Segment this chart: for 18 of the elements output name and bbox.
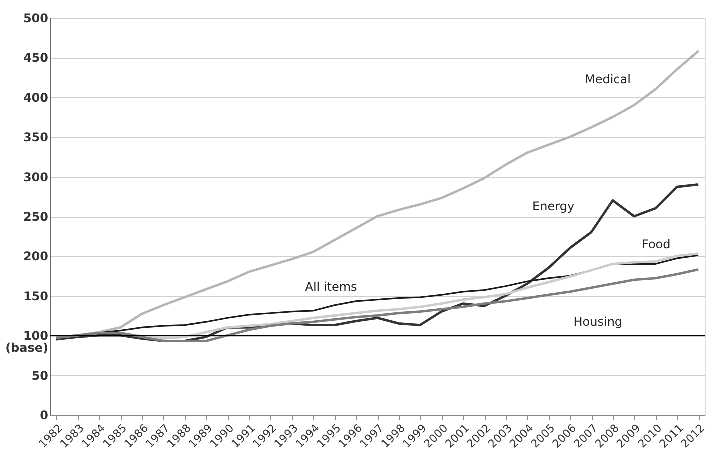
y-tick-label: 200 [23, 250, 48, 264]
line-series [55, 268, 700, 342]
y-tick-label: 0 [40, 408, 48, 422]
y-tick-label: 100 (base) [6, 329, 48, 356]
series-label: Medical [584, 72, 631, 86]
series-label: Housing [574, 314, 623, 329]
line-series [55, 184, 700, 342]
y-tick-label: 400 [23, 90, 48, 105]
y-tick-label: 300 [23, 170, 48, 184]
y-tick-label: 150 [23, 289, 48, 304]
y-tick-label: 50 [32, 368, 48, 383]
text: Energy [532, 199, 575, 214]
y-tick-label: 450 [23, 51, 48, 66]
series-label: All items [305, 280, 358, 294]
y-tick-label: 350 [23, 130, 48, 145]
series-label: Food [642, 238, 671, 252]
y-tick-label: 250 [23, 210, 48, 224]
y-tick-label: 500 [23, 12, 48, 26]
